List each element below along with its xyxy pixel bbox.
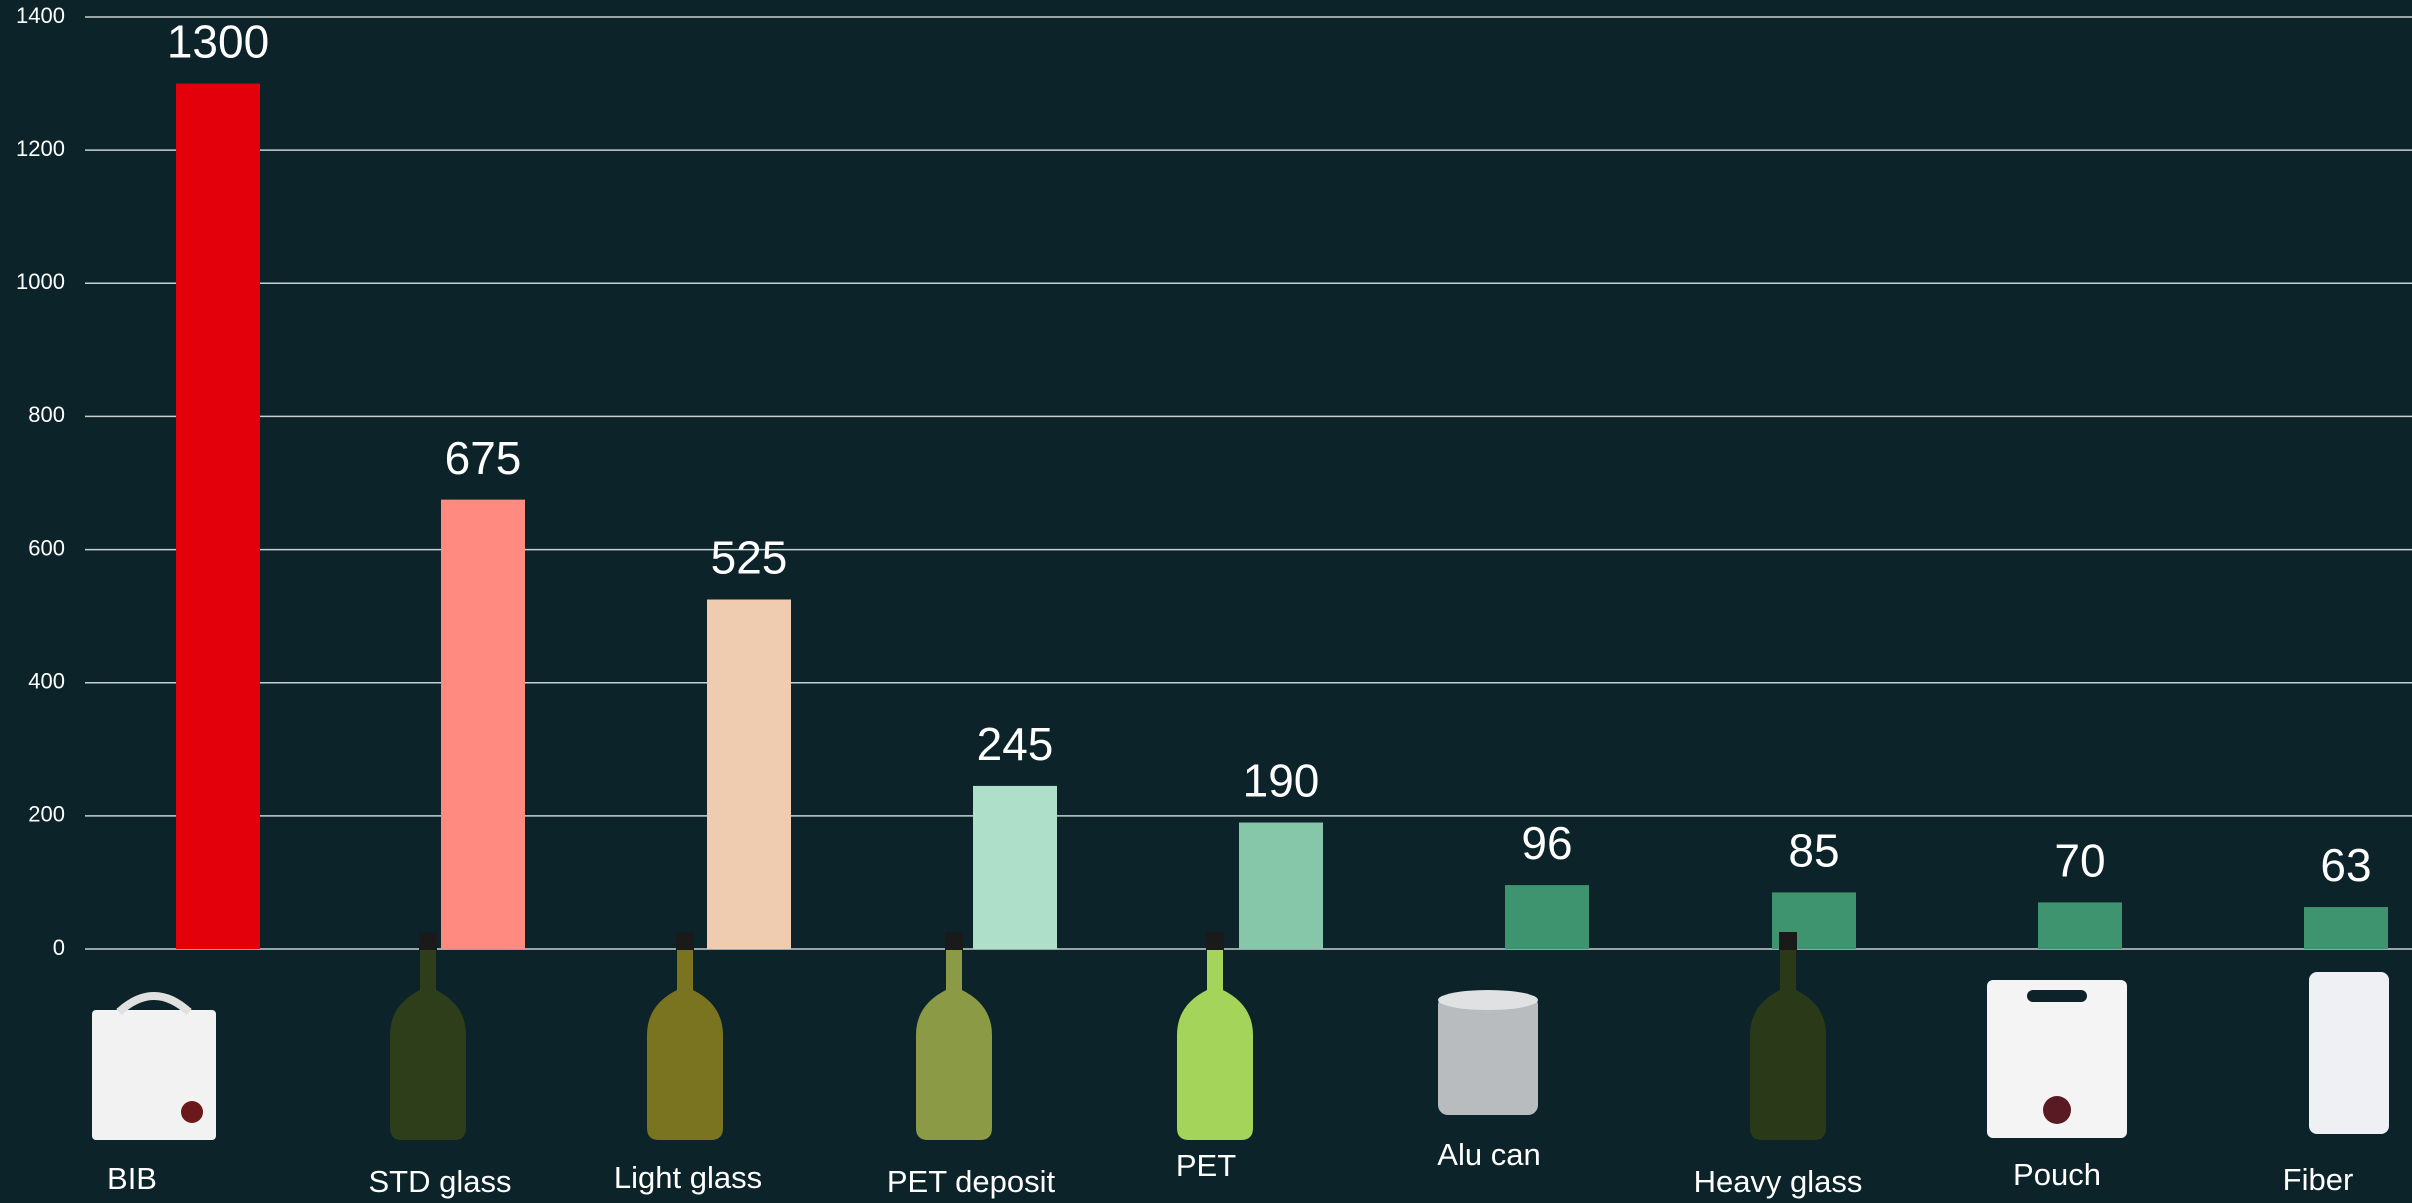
value-label: 525 <box>711 532 788 584</box>
y-tick-label: 800 <box>28 402 65 427</box>
value-label: 675 <box>445 432 522 484</box>
bar <box>441 500 525 949</box>
can-top <box>1438 990 1538 1010</box>
x-tick-label: STD glass <box>369 1164 512 1199</box>
x-tick-label: Alu can <box>1437 1137 1540 1172</box>
pouch-handle <box>2027 990 2087 1002</box>
x-tick-label: Pouch <box>2013 1157 2101 1192</box>
bar <box>1239 823 1323 949</box>
x-tick-label: PET <box>1176 1148 1236 1183</box>
y-tick-label: 1200 <box>16 136 65 161</box>
value-label: 85 <box>1788 825 1839 877</box>
box-tap <box>181 1101 203 1123</box>
bottle-cap <box>419 932 437 950</box>
bottle-cap <box>945 932 963 950</box>
y-tick-label: 600 <box>28 535 65 560</box>
value-label: 190 <box>1243 755 1320 807</box>
bar <box>1505 885 1589 949</box>
value-label: 1300 <box>167 16 269 68</box>
y-tick-label: 0 <box>53 935 65 960</box>
x-tick-label: Light glass <box>614 1160 762 1195</box>
y-tick-label: 400 <box>28 669 65 694</box>
y-tick-label: 200 <box>28 802 65 827</box>
value-label: 70 <box>2054 835 2105 887</box>
value-label: 245 <box>977 718 1054 770</box>
bottle-cap <box>1206 932 1224 950</box>
x-tick-label: BIB <box>107 1161 157 1196</box>
bar <box>176 84 260 949</box>
x-tick-label: PET deposit <box>887 1164 1056 1199</box>
jug-icon <box>2309 972 2389 1134</box>
y-tick-label: 1000 <box>16 269 65 294</box>
can-icon <box>1438 995 1538 1115</box>
chart: 0 200 400 600 800 1000 1200 1400 1300 BIB 675 STD g… <box>0 0 2412 1203</box>
bottle-cap <box>676 932 694 950</box>
x-tick-label: Fiber <box>2283 1162 2354 1197</box>
x-tick-label: Heavy glass <box>1694 1164 1863 1199</box>
bar <box>2304 907 2388 949</box>
value-label: 96 <box>1521 817 1572 869</box>
value-label: 63 <box>2320 839 2371 891</box>
bar <box>2038 902 2122 949</box>
bar <box>707 600 791 950</box>
y-tick-label: 1400 <box>16 3 65 28</box>
bar <box>973 786 1057 949</box>
bottle-cap <box>1779 932 1797 950</box>
pouch-tap <box>2043 1096 2071 1124</box>
